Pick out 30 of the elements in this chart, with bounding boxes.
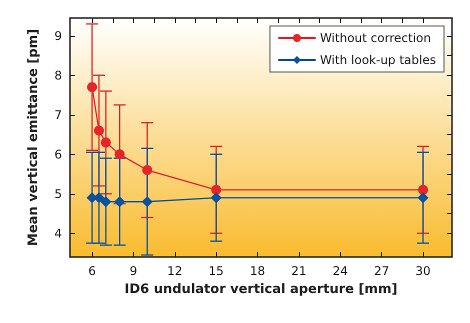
point [210, 192, 222, 204]
y-tick-label: 4 [54, 226, 62, 240]
x-tick-label: 30 [415, 264, 431, 278]
y-tick-label: 9 [54, 28, 62, 43]
point [87, 82, 98, 92]
x-axis-title: ID6 undulator vertical aperture [mm] [124, 282, 398, 297]
y-tick-label: 5 [54, 186, 62, 201]
legend-label: Without correction [320, 31, 431, 45]
x-tick-label: 12 [167, 264, 182, 278]
x-tick-label: 21 [291, 264, 307, 278]
x-tick-label: 6 [88, 264, 96, 278]
point [418, 184, 428, 195]
point [418, 192, 429, 204]
x-tick-label: 9 [130, 264, 138, 278]
point [142, 165, 152, 176]
y-tick-label: 6 [54, 147, 62, 162]
point [114, 196, 126, 208]
point [142, 196, 153, 208]
y-tick-label: 7 [54, 108, 62, 122]
x-tick-label: 27 [374, 264, 390, 278]
legend-label: With look-up tables [320, 53, 436, 67]
x-tick-label: 18 [250, 264, 266, 278]
y-tick-label: 8 [54, 68, 62, 82]
point [100, 137, 111, 148]
point [100, 196, 112, 208]
point [94, 126, 104, 136]
x-tick-label: 15 [208, 264, 224, 278]
point [211, 184, 222, 195]
y-axis-title: Mean vertical emittance [pm] [26, 28, 41, 246]
x-tick-label: 24 [332, 264, 348, 278]
